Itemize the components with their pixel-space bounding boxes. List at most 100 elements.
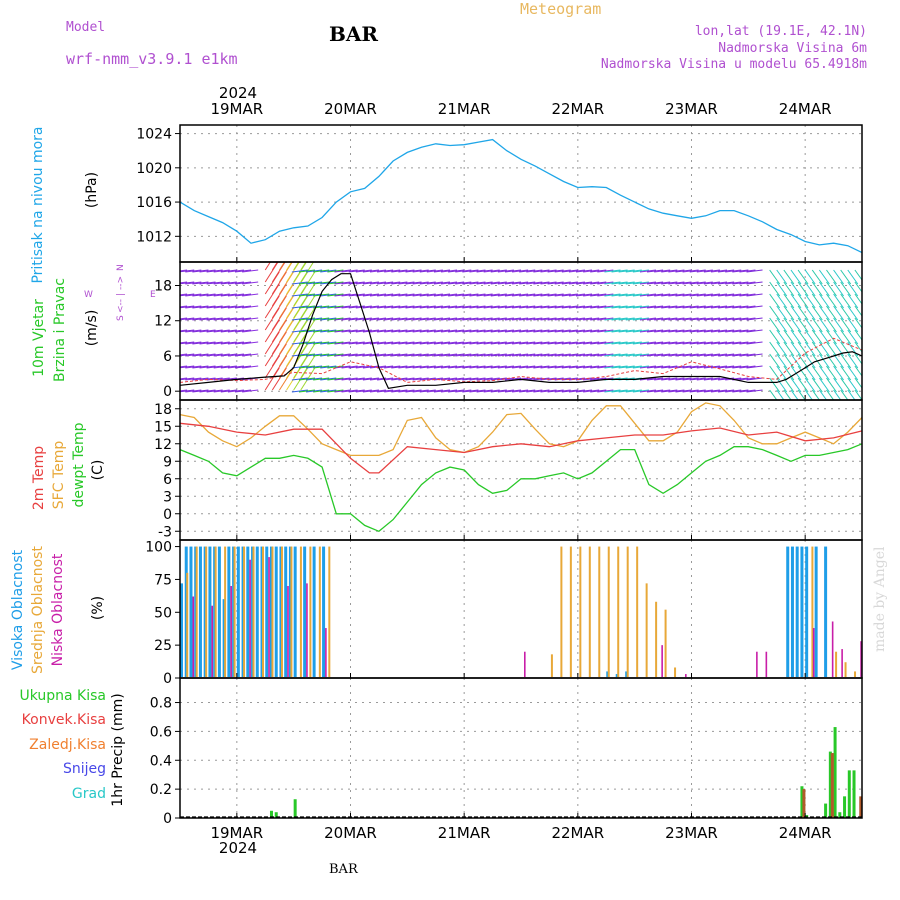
pressure-unit: (hPa) (84, 172, 100, 208)
wind-arrow (242, 341, 259, 345)
wind-arrow (497, 281, 514, 285)
cloud-bar (246, 546, 250, 677)
wind-arrow (776, 377, 788, 393)
wind-arrow (661, 389, 678, 393)
wind-arrow (732, 365, 749, 369)
cloud-bar (274, 546, 278, 677)
wind-arrow (647, 293, 664, 297)
wind-arrow (661, 341, 678, 345)
wind-arrow (696, 269, 713, 273)
wind-arrow (412, 341, 429, 345)
wind-arrow (818, 317, 830, 333)
wind-arrow (561, 389, 578, 393)
wind-arrow (355, 341, 372, 345)
wind-arrow (597, 365, 614, 369)
wind-arrow (412, 281, 429, 285)
wind-arrow (833, 281, 844, 297)
wind-arrow (192, 389, 209, 393)
wind-arrow (625, 389, 642, 393)
wind-arrow (547, 389, 564, 393)
wind-arrow (348, 377, 365, 381)
wind-arrow (725, 305, 742, 309)
wind-arrow (490, 353, 507, 357)
wind-arrow (811, 329, 823, 345)
wind-arrow (448, 329, 465, 333)
cloud-bar (835, 651, 838, 677)
wind-arrow (696, 293, 713, 297)
wind-arrow (654, 317, 671, 321)
wind-arrow (377, 365, 394, 369)
wind-arrow (847, 389, 856, 400)
wind-arrow (355, 293, 372, 297)
wind-arrow (811, 305, 823, 321)
wind-arrow (512, 317, 529, 321)
wind-arrow (811, 341, 823, 357)
wind-arrow (746, 305, 763, 309)
wind-arrow (818, 353, 830, 369)
wind-arrow (575, 317, 593, 321)
wind-arrow (661, 269, 678, 273)
wind-arrow (242, 389, 259, 393)
wind-arrow (597, 281, 614, 285)
wind-arrow (384, 317, 401, 321)
wind-arrow (675, 317, 692, 321)
wind-arrow (583, 293, 600, 297)
wind-arrow (220, 305, 237, 309)
precip-bar (859, 796, 863, 818)
wind-arrow (180, 269, 195, 273)
wind-arrow (568, 353, 585, 357)
wind-arrow (847, 329, 859, 345)
temp-ylabel-2: SFC Temp (51, 441, 67, 510)
wind-arrow (568, 293, 585, 297)
compass-n-label: N (116, 264, 126, 271)
wind-arrow (540, 317, 557, 321)
wind-arrow (661, 293, 678, 297)
wind-arrow (341, 329, 358, 333)
wind-arrow (783, 389, 792, 400)
wind-arrow (462, 377, 479, 381)
compass-s-label: S (116, 315, 126, 321)
wind-arrow (369, 317, 387, 321)
wind-arrow (583, 269, 600, 273)
wind-arrow (490, 305, 507, 309)
wind-arrow (811, 365, 823, 381)
wind-speed-line (179, 273, 863, 389)
wind-arrow (732, 269, 749, 273)
wind-arrow (833, 269, 844, 285)
wind-arrow (675, 329, 692, 333)
precip-bar (830, 753, 834, 818)
wind-arrow (732, 293, 749, 297)
wind-arrow (682, 377, 699, 381)
y-tick-label: 1024 (136, 127, 172, 143)
wind-arrow (341, 317, 358, 321)
wind-arrow (300, 262, 307, 271)
precip-bar (800, 786, 804, 818)
wind-arrow (826, 329, 837, 345)
wind-arrow (384, 389, 401, 393)
cloud-bar (812, 628, 815, 677)
wind-arrow (861, 294, 862, 295)
wind-arrow (213, 341, 230, 345)
cloud-bar (765, 651, 768, 677)
wind-arrow (833, 293, 844, 309)
wind-arrow (533, 281, 550, 285)
wind-arrow (291, 341, 308, 345)
wind-arrow (199, 341, 216, 345)
panel-frame (179, 677, 863, 819)
wind-arrow (725, 341, 742, 345)
wind-arrow (355, 305, 372, 309)
wind-arrow (185, 281, 202, 285)
wind-arrow (547, 305, 564, 309)
y-tick-label: 3 (163, 489, 172, 505)
wind-arrow (490, 269, 507, 273)
wind-arrow (298, 293, 316, 297)
cloud-bar (524, 651, 526, 677)
wind-arrow (533, 389, 550, 393)
wind-arrow (519, 269, 536, 273)
cloud-bar (805, 546, 809, 677)
day-label-bottom: 22MAR (551, 824, 604, 842)
cloud-bar (636, 546, 639, 677)
wind-arrow (384, 353, 401, 357)
wind-arrow (242, 305, 259, 309)
y-tick-label: 6 (163, 349, 172, 365)
